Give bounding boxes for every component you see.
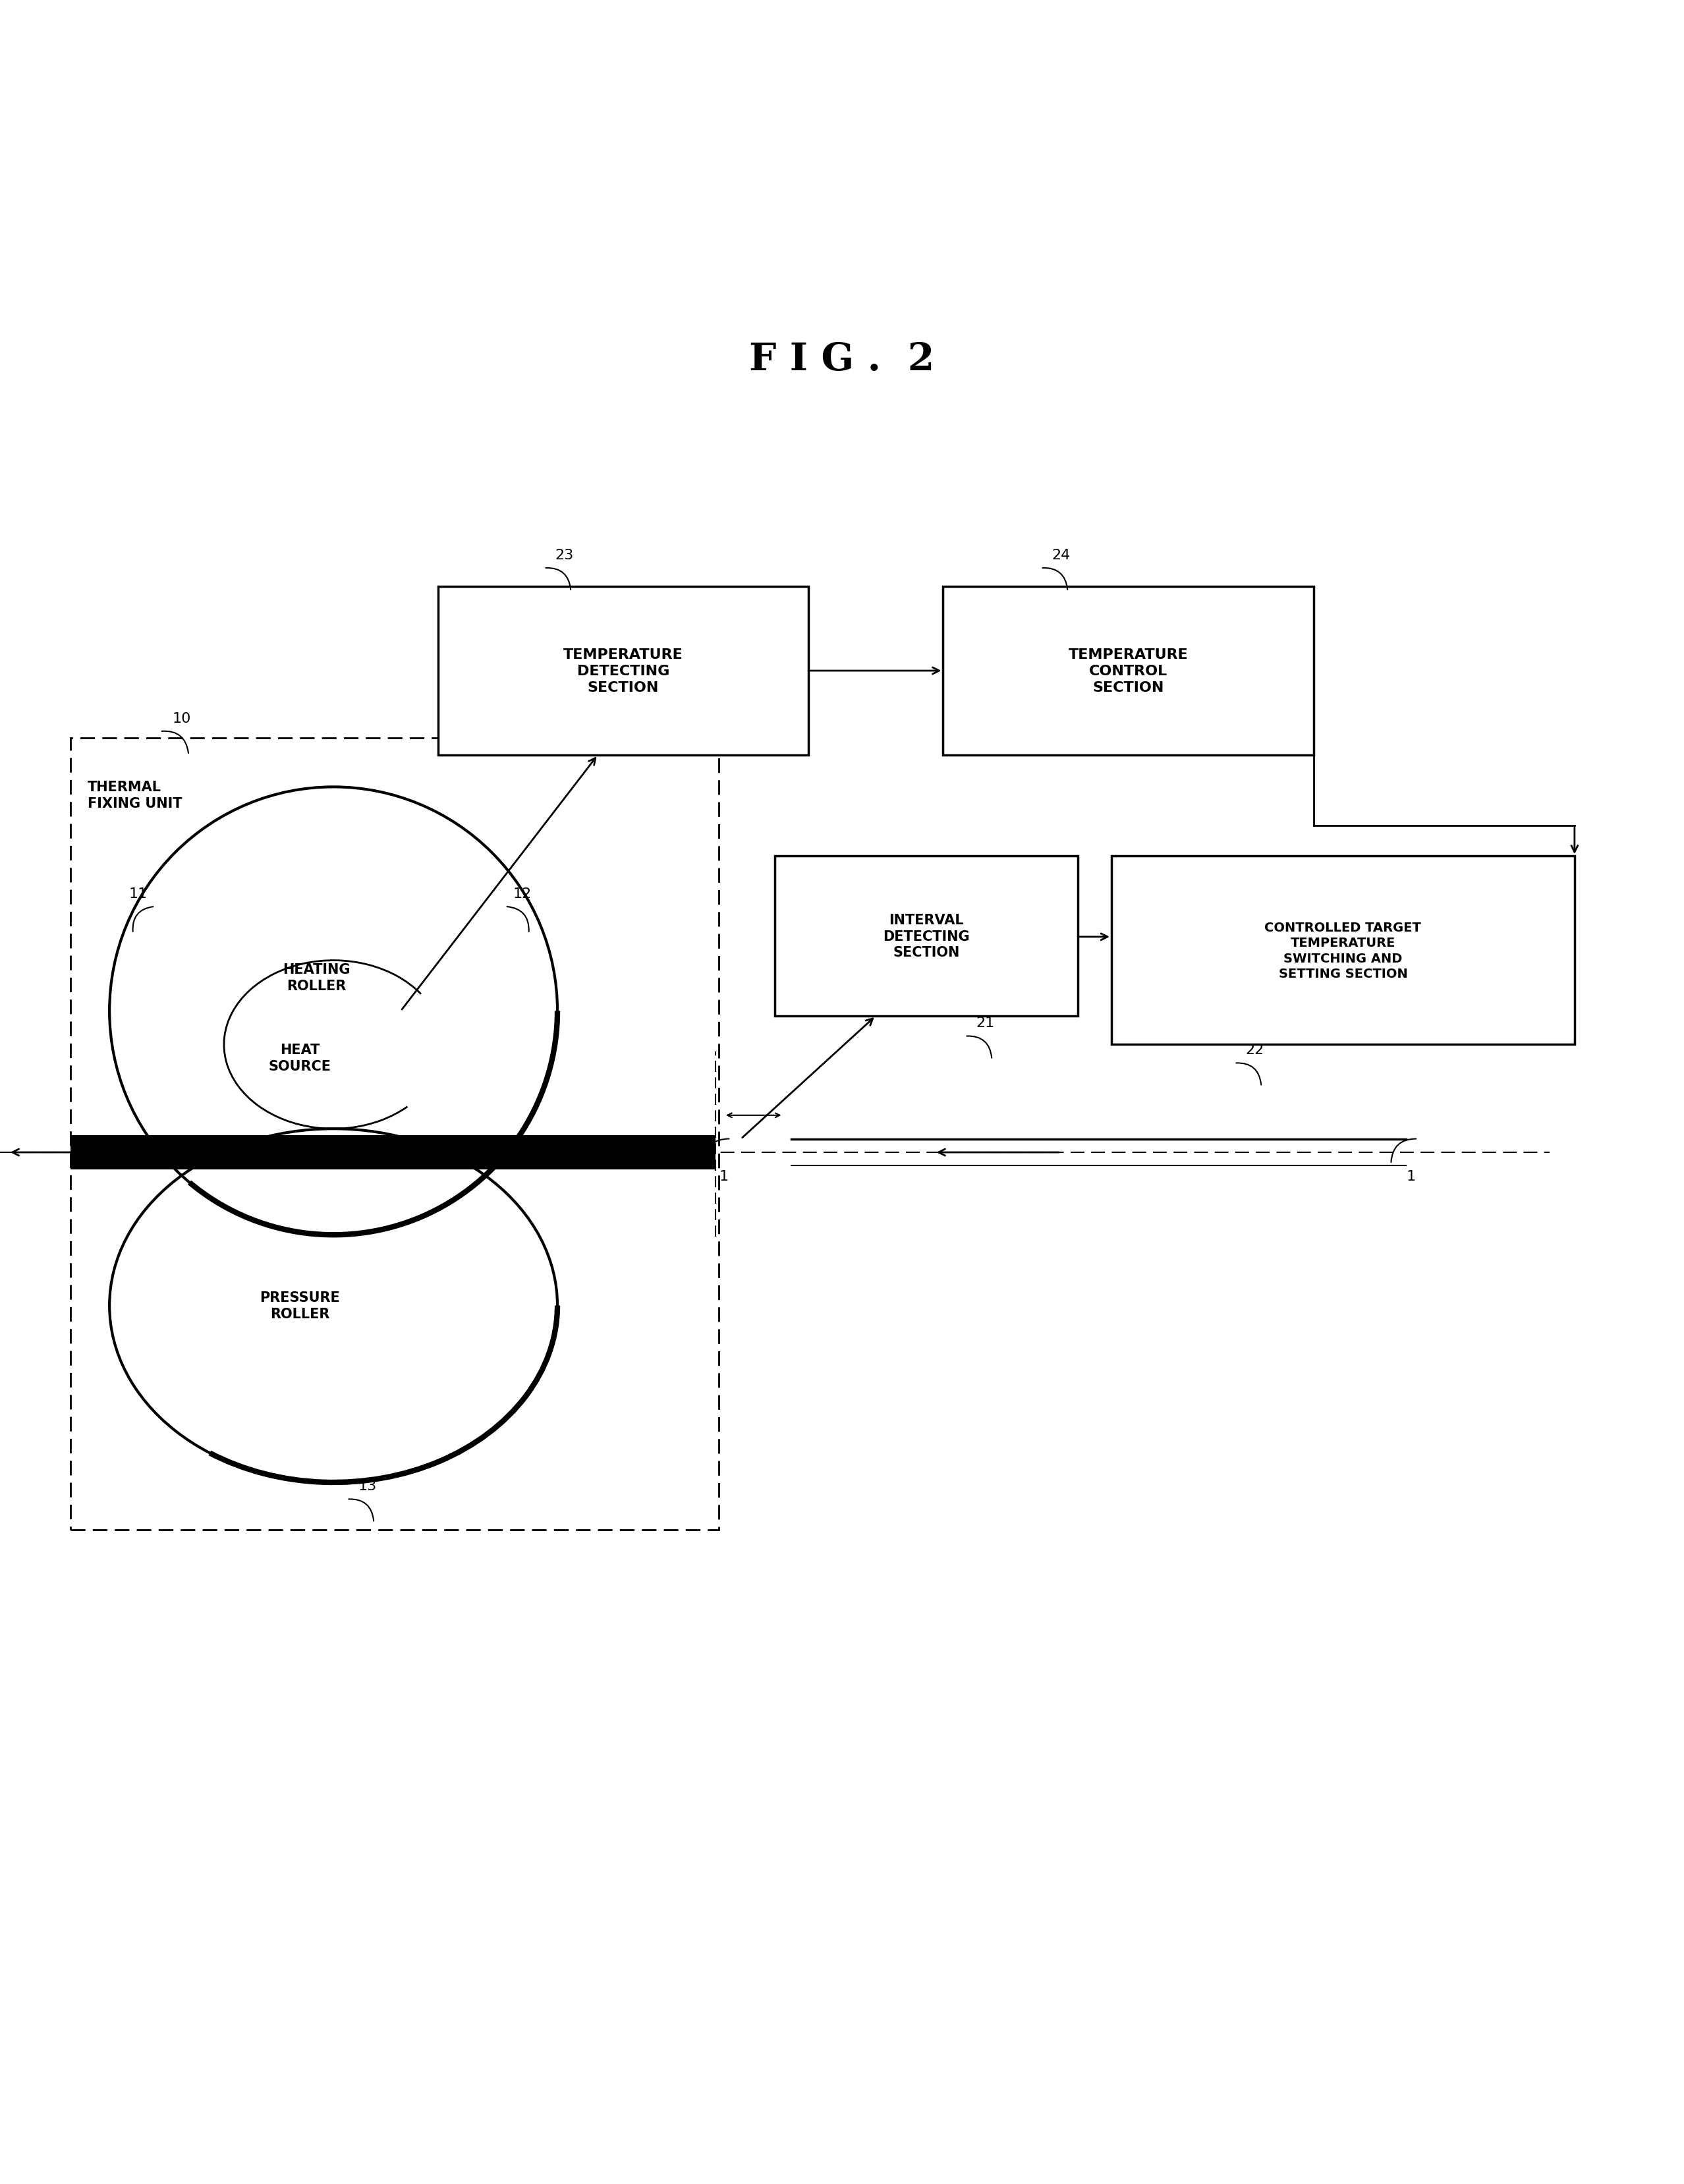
Bar <box>71 1136 716 1168</box>
Text: CONTROLLED TARGET
TEMPERATURE
SWITCHING AND
SETTING SECTION: CONTROLLED TARGET TEMPERATURE SWITCHING … <box>1265 922 1421 981</box>
Text: 10: 10 <box>172 712 192 725</box>
Text: 12: 12 <box>512 887 532 900</box>
Text: 24: 24 <box>1051 548 1071 561</box>
Text: 1: 1 <box>1406 1168 1416 1182</box>
Text: 11: 11 <box>128 887 148 900</box>
Text: 23: 23 <box>554 548 574 561</box>
Bar <box>438 587 808 756</box>
Text: 1: 1 <box>719 1168 729 1182</box>
Bar <box>71 738 719 1529</box>
Text: 21: 21 <box>975 1016 995 1029</box>
Text: THERMAL
FIXING UNIT: THERMAL FIXING UNIT <box>88 780 182 810</box>
Text: INTERVAL
DETECTING
SECTION: INTERVAL DETECTING SECTION <box>882 913 970 959</box>
Text: 13: 13 <box>357 1479 377 1492</box>
Bar <box>775 856 1078 1016</box>
Text: PRESSURE
ROLLER: PRESSURE ROLLER <box>259 1291 340 1321</box>
Text: F I G .  2: F I G . 2 <box>749 341 935 378</box>
Text: TEMPERATURE
CONTROL
SECTION: TEMPERATURE CONTROL SECTION <box>1068 649 1189 695</box>
Text: HEAT
SOURCE: HEAT SOURCE <box>268 1044 332 1072</box>
Bar <box>943 587 1314 756</box>
Text: 22: 22 <box>1244 1044 1265 1057</box>
Text: TEMPERATURE
DETECTING
SECTION: TEMPERATURE DETECTING SECTION <box>562 649 684 695</box>
Bar <box>1111 856 1575 1044</box>
Text: HEATING
ROLLER: HEATING ROLLER <box>283 963 350 992</box>
